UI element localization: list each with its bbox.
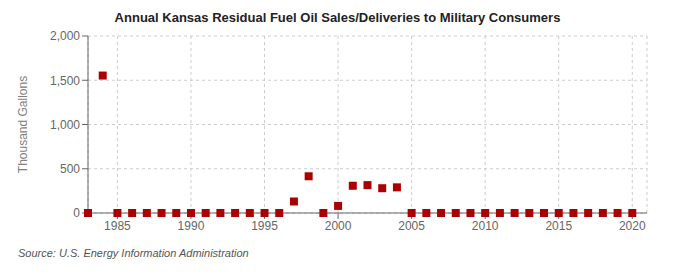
svg-text:2010: 2010	[472, 219, 499, 233]
svg-text:2015: 2015	[545, 219, 572, 233]
svg-text:2020: 2020	[619, 219, 646, 233]
svg-text:1990: 1990	[178, 219, 205, 233]
svg-text:Thousand Gallons: Thousand Gallons	[16, 76, 30, 173]
svg-text:2005: 2005	[398, 219, 425, 233]
svg-text:0: 0	[73, 206, 80, 220]
svg-text:2000: 2000	[325, 219, 352, 233]
svg-text:2,000: 2,000	[50, 29, 80, 43]
svg-text:1985: 1985	[104, 219, 131, 233]
svg-text:1995: 1995	[251, 219, 278, 233]
svg-text:1,500: 1,500	[50, 74, 80, 88]
html-text:Source: U.S. Energy Informatio: Source: U.S. Energy Information Administ…	[18, 247, 249, 259]
svg-text:1,000: 1,000	[50, 118, 80, 132]
svg-text:500: 500	[60, 162, 80, 176]
html-text:Annual Kansas Residual Fuel Oi: Annual Kansas Residual Fuel Oil Sales/De…	[114, 10, 561, 25]
